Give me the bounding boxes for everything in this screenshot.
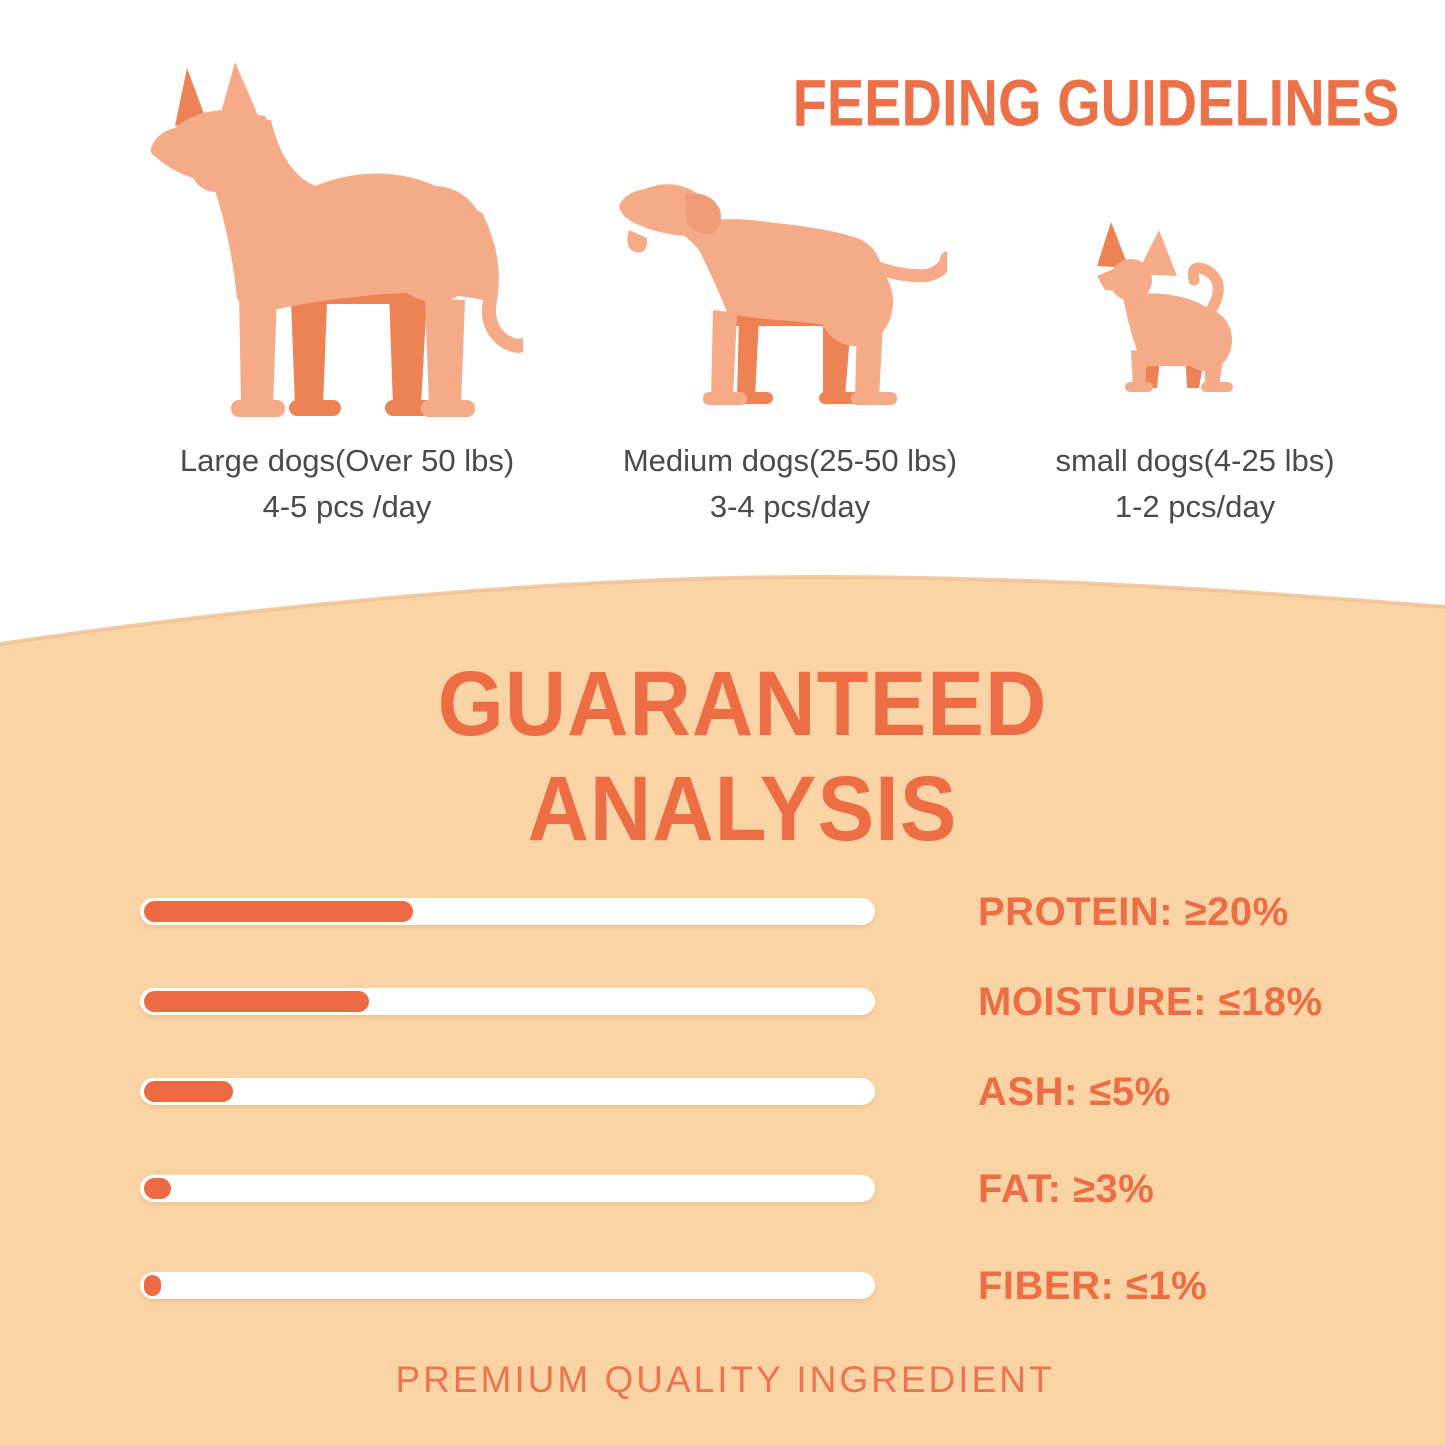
ear-icon: [685, 193, 721, 235]
small-dog-silhouette-icon: [1097, 222, 1233, 392]
thigh: [383, 186, 487, 302]
tail: [470, 211, 523, 353]
nutrient-bar-fill-moisture: [144, 991, 370, 1012]
nutrient-bar-moisture: [140, 988, 875, 1015]
near-hind-leg: [425, 298, 465, 406]
near-hind-leg: [1205, 356, 1223, 388]
nutrient-bar-fill-ash: [144, 1081, 234, 1102]
nutrient-bar-ash: [140, 1078, 875, 1105]
far-ear-icon: [1097, 222, 1129, 268]
small-dog-caption-line1: small dogs(4-25 lbs): [1055, 443, 1335, 478]
tongue: [627, 230, 648, 253]
guaranteed-analysis-title-line1: GUARANTEED: [437, 653, 1048, 756]
near-ear-icon: [1137, 230, 1177, 276]
muzzle: [1097, 264, 1131, 292]
medium-dog-caption-line1: Medium dogs(25-50 lbs): [622, 443, 958, 478]
guaranteed-analysis-title: GUARANTEED ANALYSIS: [160, 652, 1325, 862]
small-dog-body: [1097, 230, 1233, 392]
near-front-leg: [239, 290, 277, 406]
nutrient-bar-fill-fiber: [144, 1275, 162, 1296]
medium-dog-caption-line2: 3-4 pcs/day: [709, 489, 871, 524]
nutrient-bar-fill-fat: [144, 1178, 171, 1199]
large-dog-caption-line2: 4-5 pcs /day: [262, 489, 432, 524]
nutrient-label-fiber: FIBER: ≤1%: [978, 1264, 1208, 1308]
nutrient-bar-fat: [140, 1175, 875, 1202]
nutrient-label-ash: ASH: ≤5%: [978, 1070, 1171, 1114]
small-dog-caption: small dogs(4-25 lbs) 1-2 pcs/day: [995, 438, 1395, 530]
feeding-guidelines-title: FEEDING GUIDELINES: [792, 65, 1400, 140]
far-front-leg: [291, 300, 327, 406]
near-hind-paw: [851, 392, 897, 405]
near-hind-paw: [1201, 382, 1233, 392]
nutrient-bar-fiber: [140, 1272, 875, 1299]
far-front-leg: [737, 316, 759, 398]
large-dog-silhouette-icon: [150, 62, 523, 417]
far-hind-leg: [389, 292, 427, 406]
nutrient-bar-protein: [140, 898, 875, 925]
large-dog-body: [150, 62, 523, 417]
premium-quality-footer: PREMIUM QUALITY INGREDIENT: [395, 1359, 1055, 1400]
nutrient-label-protein: PROTEIN: ≥20%: [978, 890, 1289, 934]
tail: [870, 251, 947, 283]
far-front-paw: [289, 400, 341, 416]
near-front-leg: [1131, 350, 1147, 388]
small-dog-caption-line2: 1-2 pcs/day: [1114, 489, 1276, 524]
guaranteed-analysis-title-line2: ANALYSIS: [527, 757, 958, 861]
medium-dog-caption: Medium dogs(25-50 lbs) 3-4 pcs/day: [590, 438, 990, 530]
nutrient-label-fat: FAT: ≥3%: [978, 1167, 1155, 1211]
nutrient-label-moisture: MOISTURE: ≤18%: [978, 980, 1323, 1024]
panel-edge-shade: [0, 574, 1445, 646]
large-dog-caption: Large dogs(Over 50 lbs) 4-5 pcs /day: [147, 438, 547, 530]
near-hind-leg: [855, 322, 883, 398]
large-dog-caption-line1: Large dogs(Over 50 lbs): [179, 443, 515, 478]
near-hind-paw: [421, 400, 475, 417]
medium-dog-silhouette-icon: [619, 184, 947, 405]
near-front-leg: [711, 310, 737, 398]
far-ear-icon: [175, 68, 207, 126]
far-hind-paw: [819, 392, 861, 404]
thigh: [1178, 309, 1232, 371]
tail: [1187, 262, 1224, 316]
near-ear-icon: [219, 62, 259, 120]
near-front-paw: [703, 392, 747, 405]
near-front-paw: [231, 400, 285, 417]
nutrient-bar-fill-protein: [144, 901, 413, 922]
medium-dog-body: [619, 184, 947, 405]
near-front-paw: [1125, 382, 1153, 392]
